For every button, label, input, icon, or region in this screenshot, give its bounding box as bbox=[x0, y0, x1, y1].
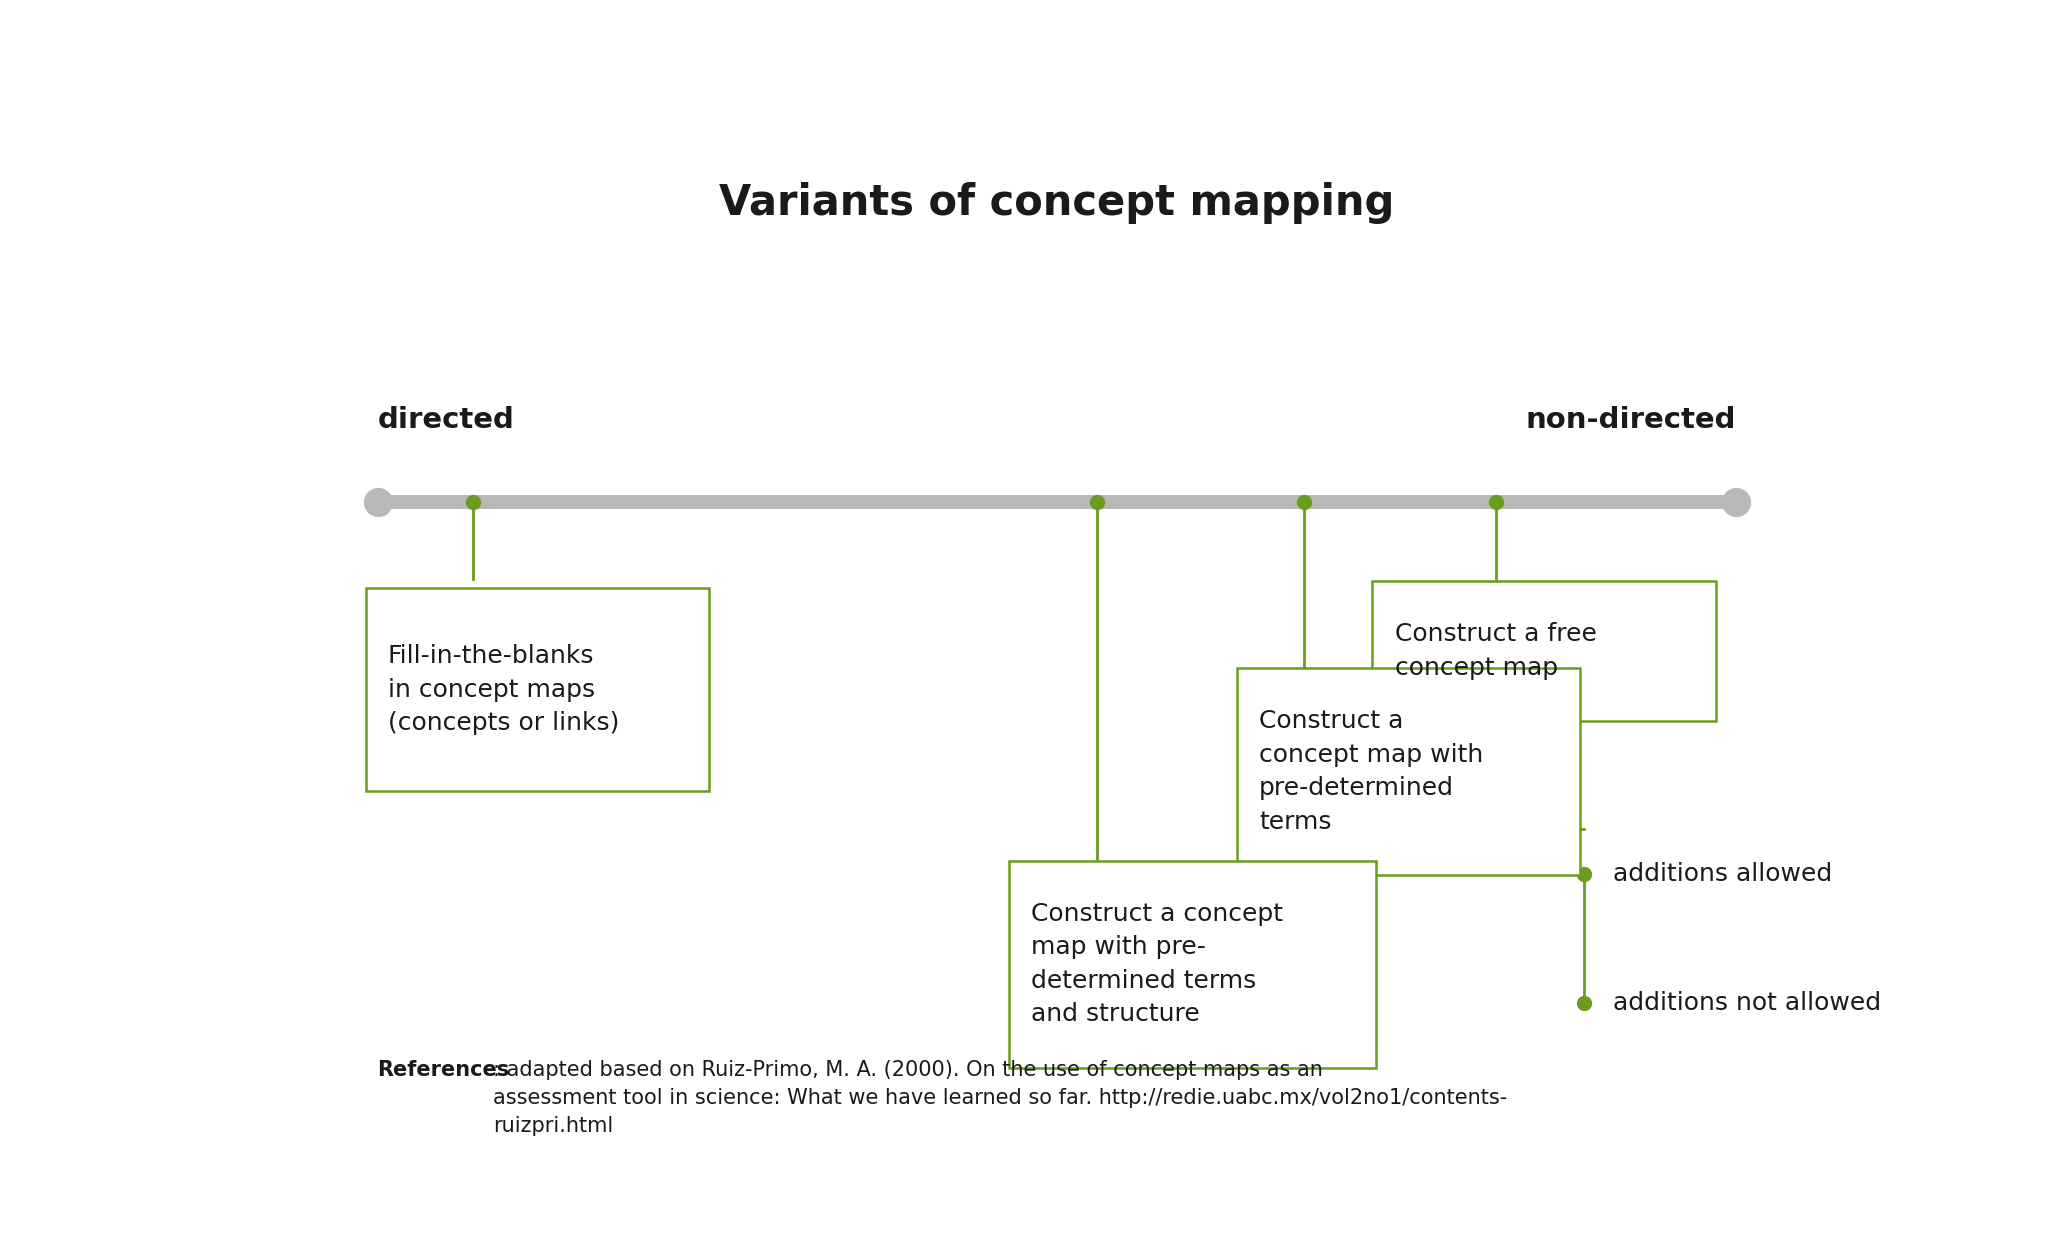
FancyBboxPatch shape bbox=[1008, 861, 1377, 1067]
Text: additions allowed: additions allowed bbox=[1612, 862, 1833, 887]
FancyBboxPatch shape bbox=[365, 588, 709, 791]
Text: Fill-in-the-blanks
in concept maps
(concepts or links): Fill-in-the-blanks in concept maps (conc… bbox=[388, 644, 619, 736]
Text: Construct a free
concept map: Construct a free concept map bbox=[1394, 622, 1596, 679]
Text: References: References bbox=[377, 1061, 509, 1081]
Text: directed: directed bbox=[377, 405, 516, 434]
FancyBboxPatch shape bbox=[1237, 668, 1579, 874]
Text: Variants of concept mapping: Variants of concept mapping bbox=[720, 183, 1394, 224]
Text: additions not allowed: additions not allowed bbox=[1612, 991, 1881, 1015]
FancyBboxPatch shape bbox=[1373, 582, 1716, 721]
Text: : adapted based on Ruiz-Primo, M. A. (2000). On the use of concept maps as an
as: : adapted based on Ruiz-Primo, M. A. (20… bbox=[493, 1061, 1507, 1136]
Text: non-directed: non-directed bbox=[1526, 405, 1736, 434]
Text: Construct a concept
map with pre-
determined terms
and structure: Construct a concept map with pre- determ… bbox=[1031, 902, 1283, 1026]
Text: Construct a
concept map with
pre-determined
terms: Construct a concept map with pre-determi… bbox=[1260, 709, 1483, 833]
